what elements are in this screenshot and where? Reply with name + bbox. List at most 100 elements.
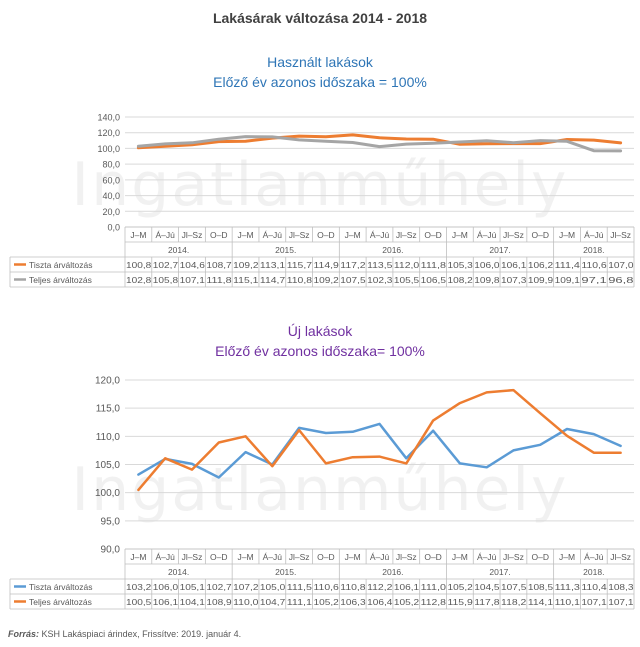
x-quarter-label: O–D: [531, 552, 548, 562]
x-quarter-label: Á–Jú: [155, 230, 175, 240]
data-label: 105,2: [314, 597, 340, 607]
chart1-title-line1: Használt lakások: [267, 54, 373, 70]
y-tick-label: 140,0: [97, 113, 120, 123]
x-quarter-label: O–D: [317, 552, 334, 562]
data-label: 105,3: [447, 260, 473, 270]
x-quarter-label: Jl–Sz: [396, 552, 417, 562]
chart2-title-line2: Előző év azonos időszaka= 100%: [215, 343, 425, 359]
data-label: 102,3: [367, 275, 393, 285]
data-label: 117,8: [474, 597, 500, 607]
x-year-label: 2015.: [275, 567, 296, 577]
data-label: 111,4: [555, 260, 581, 270]
x-quarter-label: O–D: [210, 230, 227, 240]
data-label: 110,1: [555, 597, 581, 607]
x-quarter-label: Á–Jú: [370, 552, 390, 562]
x-quarter-label: Jl–Sz: [610, 230, 631, 240]
data-label: 110,4: [581, 582, 607, 592]
x-quarter-label: Á–Jú: [477, 552, 497, 562]
data-label: 111,8: [206, 275, 232, 285]
y-tick-label: 20,0: [102, 207, 120, 217]
data-label: 107,5: [501, 582, 527, 592]
x-quarter-label: J–M: [452, 552, 468, 562]
x-quarter-label: Jl–Sz: [503, 230, 524, 240]
x-quarter-label: O–D: [424, 552, 441, 562]
x-quarter-label: Jl–Sz: [396, 230, 417, 240]
data-label: 102,8: [126, 275, 152, 285]
data-label: 109,2: [314, 275, 340, 285]
x-quarter-label: J–M: [130, 230, 146, 240]
data-label: 109,1: [555, 275, 581, 285]
data-label: 104,7: [260, 597, 286, 607]
data-label: 105,5: [394, 275, 420, 285]
x-year-label: 2018.: [583, 245, 604, 255]
x-quarter-label: Á–Jú: [155, 552, 175, 562]
data-label: 115,9: [447, 597, 473, 607]
data-label: 109,8: [474, 275, 500, 285]
data-label: 108,2: [447, 275, 473, 285]
x-quarter-label: J–M: [559, 552, 575, 562]
data-label: 105,1: [180, 582, 206, 592]
data-label: 108,9: [206, 597, 232, 607]
source-text: KSH Lakáspiaci árindex, Frissítve: 2019.…: [41, 629, 242, 639]
y-tick-label: 40,0: [102, 191, 120, 201]
x-year-label: 2016.: [382, 567, 403, 577]
y-tick-label: 120,0: [97, 128, 120, 138]
x-quarter-label: O–D: [424, 230, 441, 240]
x-quarter-label: Jl–Sz: [289, 230, 310, 240]
data-label: 106,0: [474, 260, 500, 270]
data-label: 111,0: [421, 582, 447, 592]
x-quarter-label: Jl–Sz: [289, 552, 310, 562]
legend-label-2: Teljes árváltozás: [29, 275, 92, 285]
data-label: 112,2: [367, 582, 393, 592]
data-label: 110,8: [340, 582, 366, 592]
data-label: 108,5: [528, 582, 554, 592]
data-label: 105,8: [153, 275, 179, 285]
data-label: 111,5: [287, 582, 313, 592]
data-label: 106,1: [501, 260, 527, 270]
chart1-title-line2: Előző év azonos időszaka = 100%: [213, 74, 427, 90]
data-label: 109,2: [233, 260, 259, 270]
data-label: 107,1: [180, 275, 206, 285]
data-label: 106,4: [367, 597, 393, 607]
y-tick-label: 100,0: [95, 488, 120, 499]
x-quarter-label: Á–Jú: [584, 230, 604, 240]
data-label: 106,1: [394, 582, 420, 592]
x-quarter-label: Jl–Sz: [182, 552, 203, 562]
page-title: Lakásárak változása 2014 - 2018: [212, 10, 428, 26]
x-quarter-label: J–M: [130, 552, 146, 562]
data-label: 113,1: [260, 260, 286, 270]
data-label: 115,7: [287, 260, 313, 270]
chart2-title-line1: Új lakások: [287, 323, 353, 339]
x-quarter-label: Á–Jú: [263, 230, 283, 240]
data-label: 107,1: [608, 597, 634, 607]
data-label: 107,3: [501, 275, 527, 285]
data-label: 109,9: [528, 275, 554, 285]
data-label: 110,0: [233, 597, 259, 607]
x-quarter-label: O–D: [317, 230, 334, 240]
data-label: 105,2: [394, 597, 420, 607]
x-quarter-label: O–D: [210, 552, 227, 562]
y-tick-label: 60,0: [102, 175, 120, 185]
data-label: 102,7: [153, 260, 179, 270]
data-label: 106,3: [340, 597, 366, 607]
x-quarter-label: Á–Jú: [584, 552, 604, 562]
data-label: 106,2: [528, 260, 554, 270]
y-tick-label: 115,0: [96, 404, 121, 415]
data-label: 106,1: [153, 597, 179, 607]
y-tick-label: 90,0: [101, 545, 121, 556]
source-note: Forrás: KSH Lakáspiaci árindex, Frissítv…: [8, 629, 241, 639]
x-quarter-label: Á–Jú: [370, 230, 390, 240]
legend-label-1: Tiszta árváltozás: [29, 582, 92, 592]
data-label: 100,8: [126, 260, 152, 270]
data-label: 110,6: [314, 582, 340, 592]
legend-label-2: Teljes árváltozás: [29, 597, 92, 607]
data-label: 106,0: [153, 582, 179, 592]
x-quarter-label: O–D: [531, 230, 548, 240]
chart2-title: Új lakások Előző év azonos időszaka= 100…: [0, 321, 640, 361]
data-label: 118,2: [501, 597, 527, 607]
x-quarter-label: J–M: [452, 230, 468, 240]
data-label: 107,0: [608, 260, 634, 270]
x-quarter-label: Jl–Sz: [503, 552, 524, 562]
x-year-label: 2017.: [489, 245, 510, 255]
